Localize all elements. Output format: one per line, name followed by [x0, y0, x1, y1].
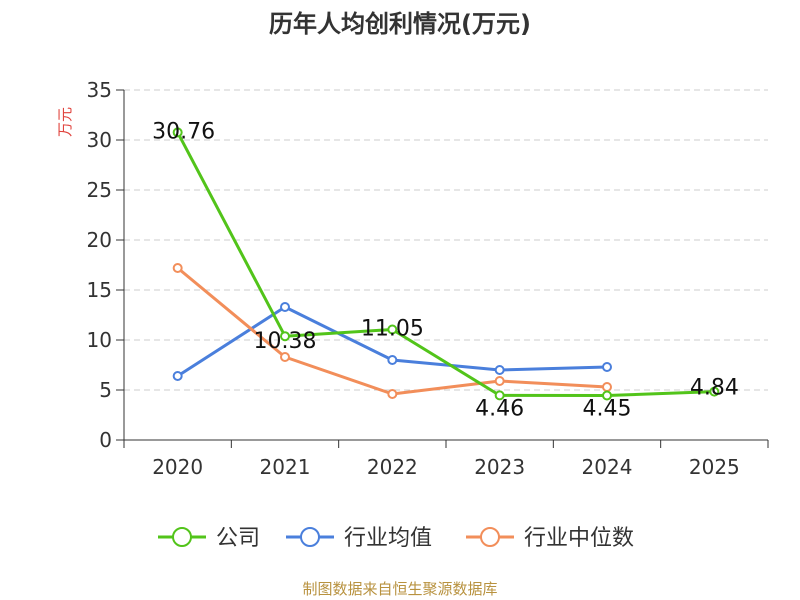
source-footer: 制图数据来自恒生聚源数据库 [302, 580, 498, 598]
legend: 公司 行业均值 行业中位数 [158, 526, 634, 551]
legend-label: 行业中位数 [524, 526, 634, 551]
x-tick-label: 2024 [582, 455, 633, 479]
data-point [172, 127, 183, 138]
y-tick-label: 0 [99, 428, 112, 452]
y-tick-label: 25 [87, 178, 112, 202]
data-point [280, 302, 290, 312]
data-label: 4.45 [583, 397, 632, 422]
legend-marker [172, 527, 192, 547]
y-tick-label: 20 [87, 228, 112, 252]
data-labels: 30.76 10.38 11.05 4.46 4.45 4.84 [152, 119, 739, 421]
data-label: 4.84 [690, 376, 739, 401]
data-point [494, 365, 505, 375]
x-tick-label: 2021 [260, 455, 311, 479]
data-point [602, 382, 612, 392]
data-point [387, 324, 398, 335]
legend-label: 公司 [216, 526, 260, 551]
data-label: 4.46 [475, 396, 524, 421]
legend-marker [480, 527, 500, 547]
x-tick-label: 2025 [689, 455, 740, 479]
y-tick-label: 15 [87, 278, 112, 302]
grid-lines [124, 89, 768, 391]
legend-marker [300, 527, 320, 547]
data-point [602, 390, 612, 401]
y-axis-title: 万元 [56, 107, 74, 137]
data-point [387, 355, 398, 365]
chart-title: 历年人均创利情况(万元) [269, 10, 531, 38]
data-point [494, 390, 505, 401]
data-point [172, 371, 183, 381]
data-point [709, 386, 720, 397]
legend-label: 行业均值 [344, 526, 432, 551]
x-tick-label: 2023 [474, 455, 525, 479]
x-tick-label: 2022 [367, 455, 418, 479]
data-point [602, 362, 612, 372]
series [172, 127, 720, 401]
data-point [280, 331, 290, 342]
y-tick-label: 5 [99, 378, 112, 402]
y-tick-label: 35 [87, 78, 112, 102]
data-label: 11.05 [361, 317, 424, 342]
data-point [172, 263, 183, 273]
data-label: 10.38 [254, 329, 317, 354]
x-tick-label: 2020 [152, 455, 203, 479]
y-tick-label: 10 [87, 328, 112, 352]
data-point [494, 376, 505, 386]
data-point [280, 352, 290, 362]
data-label: 30.76 [152, 119, 215, 144]
y-tick-label: 30 [87, 128, 112, 152]
data-point [387, 389, 398, 399]
series-line-0 [176, 131, 715, 397]
